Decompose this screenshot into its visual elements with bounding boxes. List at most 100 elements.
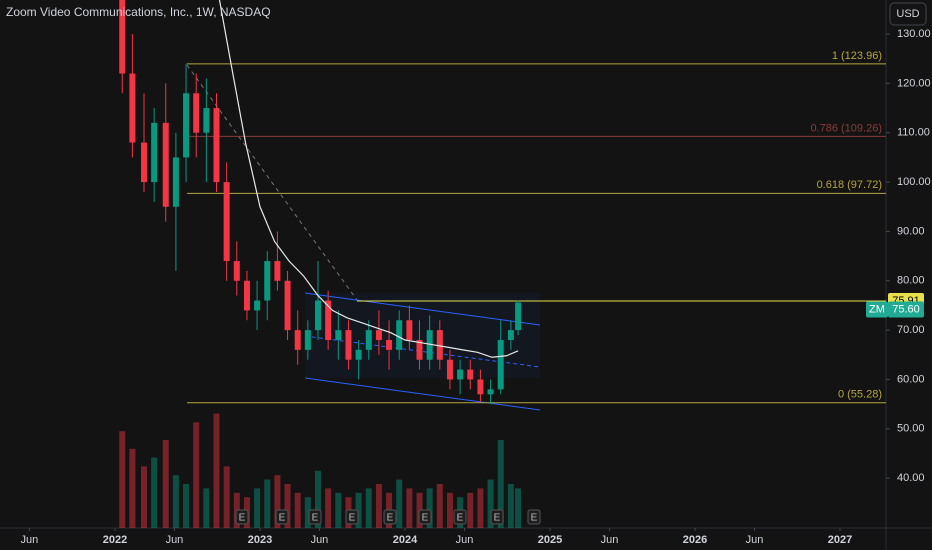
volume-bar [254,488,261,528]
volume-bar [264,479,271,528]
volume-bar [274,475,281,528]
earnings-marker [527,509,541,525]
candle-body [477,379,484,395]
volume-bar [396,479,403,528]
candle-body [315,300,322,331]
candle-body [487,389,494,395]
y-tick-label: 130.00 [897,28,931,40]
candle-body [515,302,522,331]
volume-bar [151,457,158,528]
candle-body [345,330,352,360]
earnings-label: E [279,513,286,524]
x-tick-label: Jun [746,534,764,546]
candle-body [254,300,261,311]
earnings-label: E [531,513,538,524]
symbol-box [866,301,888,318]
x-tick-label: 2023 [248,534,272,546]
candle-body [284,280,291,331]
fib-label: 0 (55.28) [838,389,882,401]
volume-bar [119,431,126,528]
candle-body [294,330,301,350]
volume-bar [355,492,362,528]
earnings-label: E [422,513,429,524]
last-price-label: 75.60 [892,303,920,315]
candle-body [446,359,453,380]
candle-body [365,330,372,350]
x-tick-label: 2024 [393,534,418,546]
volume-bar [140,466,147,528]
candle-layer [119,0,522,405]
x-tick-label: 2022 [103,534,127,546]
volume-bar [507,484,514,528]
volume-bar [223,466,230,528]
candle-body [203,108,210,133]
y-tick-label: 90.00 [897,225,925,237]
volume-bar [515,488,522,528]
earnings-marker [383,509,397,525]
candle-body [426,330,433,360]
volume-bar [497,440,504,528]
channel-line [304,377,541,411]
candle-body [119,0,126,74]
volume-bar [294,492,301,528]
volume-bar [406,488,413,528]
candle-body [416,339,423,360]
moving-average [218,0,519,358]
candle-body [129,73,136,143]
candle-body [406,320,413,340]
y-tick-label: 110.00 [897,127,930,139]
volume-bar [335,492,342,528]
candle-body [213,108,220,183]
candle-body [183,93,190,158]
candle-body [172,157,179,207]
candle-body [140,142,147,183]
candle-body [457,369,464,380]
volume-bar [172,475,179,528]
volume-bar [129,448,136,528]
earnings-marker [235,509,249,525]
candle-body [243,280,250,311]
y-tick-label: 70.00 [897,324,925,336]
volume-bar [183,484,190,528]
earnings-label: E [312,513,319,524]
earnings-marker [275,509,289,525]
candle-body [274,261,281,281]
candle-body [375,330,382,340]
currency-button[interactable] [889,2,927,26]
last-price-box [888,301,924,318]
currency-label[interactable]: USD [896,8,919,20]
x-tick-label: 2026 [683,534,707,546]
y-tick-label: 60.00 [897,373,925,385]
earnings-marker [345,509,359,525]
chart-title: Zoom Video Communications, Inc., 1W, NAS… [6,5,271,19]
earnings-marker [490,509,504,525]
candle-body [193,93,200,133]
candle-body [233,261,240,281]
volume-bar [203,488,210,528]
volume-bar [426,488,433,528]
earnings-marker [308,509,322,525]
volume-bar [315,470,322,528]
candle-body [355,349,362,360]
x-tick-label: Jun [311,534,329,546]
volume-bar [477,488,484,528]
channel-line [304,292,541,326]
volume-bar [213,413,220,528]
earnings-label: E [457,513,464,524]
y-tick-label: 80.00 [897,275,925,287]
candle-body [467,369,474,380]
earnings-label: E [387,513,394,524]
volume-bar [446,492,453,528]
earnings-label: E [349,513,356,524]
x-tick-label: 2025 [538,534,562,546]
x-tick-label: Jun [456,534,474,546]
y-tick-label: 40.00 [897,472,925,484]
earnings-marker [418,509,432,525]
y-tick-label: 100.00 [897,176,931,188]
y-tick-label: 120.00 [897,77,931,89]
x-tick-label: Jun [166,534,184,546]
volume-bar [193,422,200,528]
candle-body [264,261,271,301]
volume-bar [162,440,169,528]
